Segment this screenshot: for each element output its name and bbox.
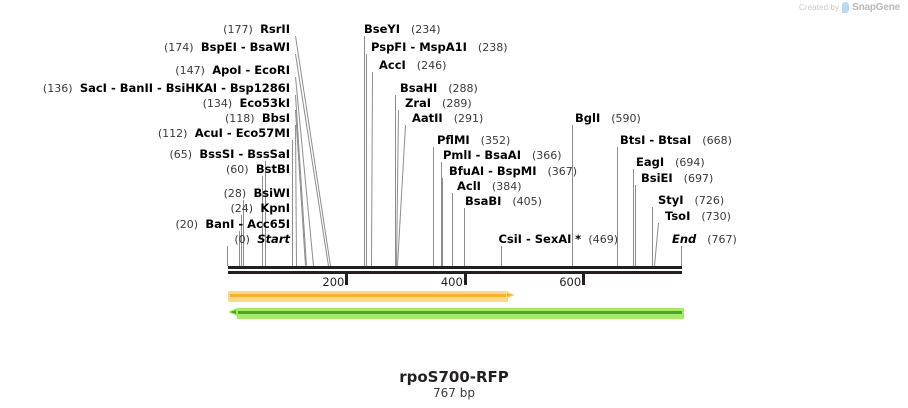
site-label-styi[interactable]: StyI (726) [658, 193, 725, 208]
ruler-tick-label-600: 600 [559, 275, 582, 289]
site-label-tsoi[interactable]: TsoI (730) [665, 209, 731, 224]
construct-length: 767 bp [433, 386, 475, 400]
green-feature-arrow[interactable] [228, 308, 684, 319]
feature-arrowhead-core [507, 293, 514, 297]
snapgene-watermark: Created by SnapGene [799, 2, 900, 13]
leader-line [681, 246, 682, 266]
site-label-csii-sexai[interactable]: CsiI - SexAI * (469) [498, 232, 618, 247]
site-label-btsi-btsai[interactable]: BtsI - BtsaI (668) [620, 133, 732, 148]
ruler-tick-200 [345, 274, 349, 285]
site-label-pmli-bsaai[interactable]: PmlI - BsaAI (366) [443, 148, 562, 163]
leader-line [364, 36, 365, 266]
construct-title: rpoS700-RFP [399, 368, 509, 386]
site-label-bsssi-bsssai[interactable]: (65) BssSI - BssSaI [169, 147, 291, 162]
feature-core-line [230, 294, 508, 297]
site-label-bani-acc65i[interactable]: (20) BanI - Acc65I [175, 217, 290, 232]
site-label-bfuai-bspmi[interactable]: BfuAI - BspMI (367) [449, 164, 578, 179]
site-label-kpni[interactable]: (24) KpnI [230, 201, 290, 216]
feature-core-line [238, 311, 682, 314]
leader-line [442, 178, 443, 266]
site-label-bgli[interactable]: BglI (590) [575, 111, 641, 126]
leader-line [635, 185, 636, 266]
site-label-eco53ki[interactable]: (134) Eco53kI [202, 96, 290, 111]
leader-line [501, 246, 502, 266]
site-label-eagi[interactable]: EagI (694) [636, 155, 705, 170]
watermark-brand-text: SnapGene [852, 2, 900, 13]
leader-line [652, 207, 653, 266]
site-label-bsabi[interactable]: BsaBI (405) [465, 194, 542, 209]
ruler-tick-label-400: 400 [440, 275, 463, 289]
site-label-acui-eco57mi[interactable]: (112) AcuI - Eco57MI [157, 126, 290, 141]
site-label-saci-banii-bsihkai-bsp1286i[interactable]: (136) SacI - BanII - BsiHKAI - Bsp1286I [42, 81, 290, 96]
leader-line [654, 222, 659, 266]
site-label-bsahi[interactable]: BsaHI (288) [400, 81, 478, 96]
site-label-bspei-bsawi[interactable]: (174) BspEI - BsaWI [163, 40, 290, 55]
backbone-upper-line [228, 266, 682, 269]
site-label-aatii[interactable]: AatII (291) [412, 111, 484, 126]
ruler-tick-400 [463, 274, 467, 285]
leader-line [292, 140, 293, 266]
site-label-bsiwi[interactable]: (28) BsiWI [223, 186, 290, 201]
site-label-end[interactable]: End (767) [672, 232, 737, 247]
site-label-start[interactable]: (0) Start [234, 232, 290, 247]
site-label-bseyi[interactable]: BseYI (234) [364, 22, 441, 37]
leader-line [617, 147, 618, 266]
leader-line [452, 193, 453, 266]
site-label-pspfi-mspa1i[interactable]: PspFI - MspA1I (238) [371, 40, 508, 55]
site-label-bsiei[interactable]: BsiEI (697) [641, 171, 714, 186]
site-label-acli[interactable]: AclI (384) [457, 179, 522, 194]
feature-arrowhead-core [230, 310, 236, 314]
leader-line [433, 147, 434, 266]
site-label-pflmi[interactable]: PflMI (352) [437, 133, 511, 148]
leader-line [227, 246, 228, 266]
leader-line [633, 169, 634, 266]
leader-line [295, 36, 331, 267]
site-label-zrai[interactable]: ZraI (289) [405, 96, 472, 111]
orange-feature-arrow[interactable] [228, 291, 516, 302]
site-label-apoi-ecori[interactable]: (147) ApoI - EcoRI [175, 63, 290, 78]
watermark-created-by-text: Created by [799, 3, 840, 12]
site-label-rsrii[interactable]: (177) RsrII [223, 22, 290, 37]
ruler-tick-600 [582, 274, 586, 285]
site-label-bbsi[interactable]: (118) BbsI [224, 111, 290, 126]
site-label-acci[interactable]: AccI (246) [379, 58, 447, 73]
snapgene-leaf-icon [842, 2, 850, 13]
ruler-tick-label-200: 200 [322, 275, 345, 289]
backbone-lower-line [228, 271, 682, 274]
site-label-bstbi[interactable]: (60) BstBI [225, 162, 290, 177]
